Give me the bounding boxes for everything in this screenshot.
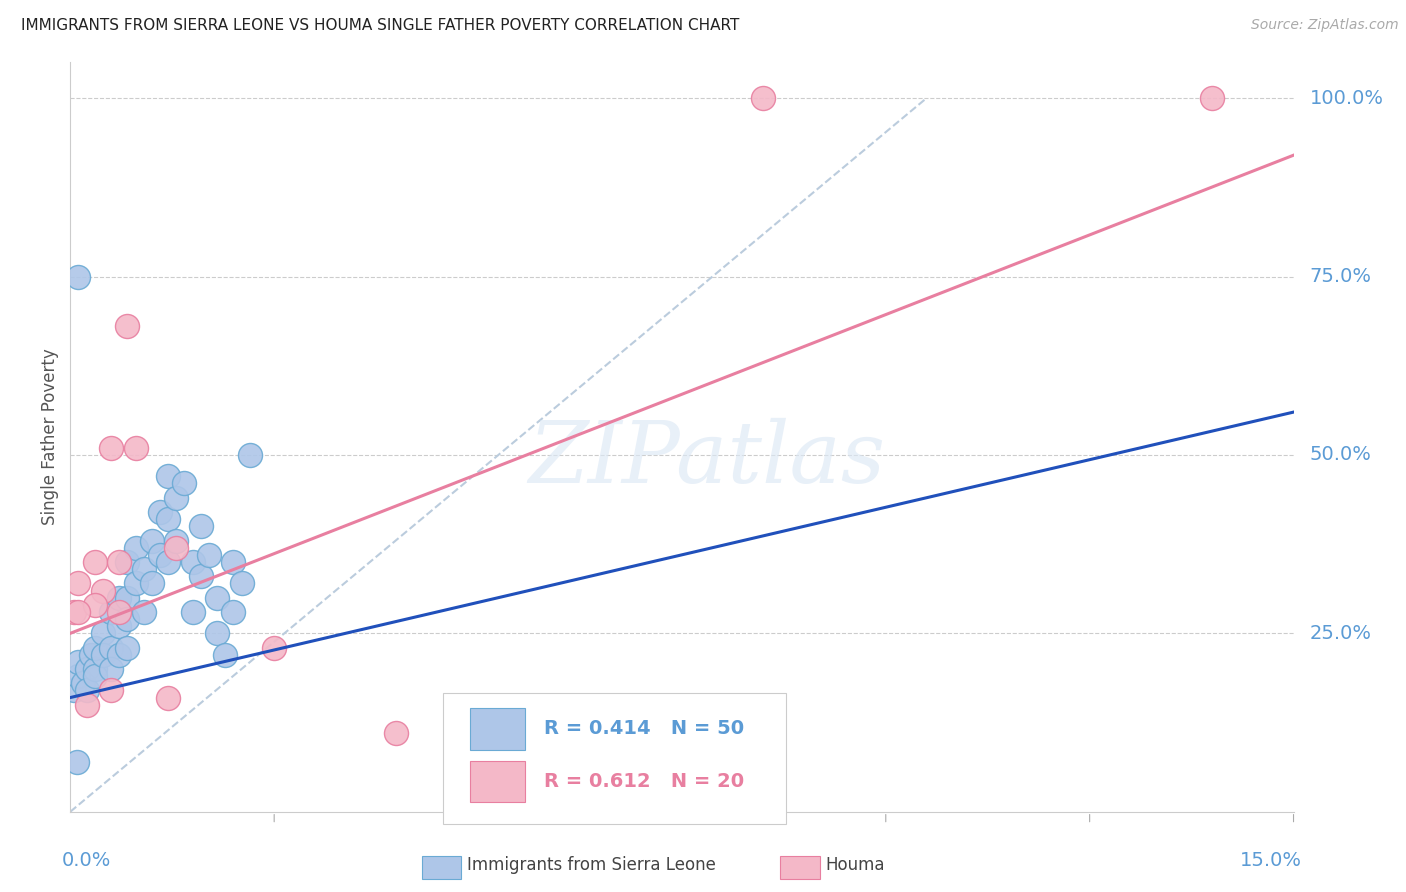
Point xyxy=(108,605,131,619)
Text: 0.0%: 0.0% xyxy=(62,851,111,870)
Point xyxy=(198,548,221,562)
Point xyxy=(205,626,228,640)
Point xyxy=(231,576,253,591)
Point xyxy=(108,648,131,662)
Point xyxy=(91,648,114,662)
Point xyxy=(108,619,131,633)
Point xyxy=(100,683,122,698)
Point xyxy=(76,683,98,698)
Point xyxy=(83,598,105,612)
Point xyxy=(181,605,204,619)
Text: Houma: Houma xyxy=(825,856,884,874)
Point xyxy=(181,555,204,569)
Point xyxy=(67,576,90,591)
Point xyxy=(165,491,187,505)
Point xyxy=(63,605,86,619)
Point xyxy=(190,569,212,583)
Point xyxy=(91,626,114,640)
Point xyxy=(83,669,105,683)
Point xyxy=(157,469,180,483)
Point xyxy=(100,640,122,655)
Point xyxy=(263,640,285,655)
Point xyxy=(79,648,103,662)
FancyBboxPatch shape xyxy=(443,693,786,824)
Point xyxy=(132,562,155,576)
Point xyxy=(76,662,98,676)
Point xyxy=(117,319,139,334)
Text: 50.0%: 50.0% xyxy=(1310,445,1372,465)
Point xyxy=(67,269,90,284)
Point xyxy=(157,512,180,526)
Point xyxy=(67,605,90,619)
Text: R = 0.414   N = 50: R = 0.414 N = 50 xyxy=(544,720,744,739)
Text: Immigrants from Sierra Leone: Immigrants from Sierra Leone xyxy=(467,856,716,874)
Point xyxy=(508,712,530,726)
Point xyxy=(222,605,245,619)
Point xyxy=(83,640,105,655)
Text: R = 0.612   N = 20: R = 0.612 N = 20 xyxy=(544,772,744,791)
Y-axis label: Single Father Poverty: Single Father Poverty xyxy=(41,349,59,525)
FancyBboxPatch shape xyxy=(470,761,526,802)
Point xyxy=(100,662,122,676)
Point xyxy=(385,726,408,740)
Point xyxy=(190,519,212,533)
Point xyxy=(124,541,146,555)
Point xyxy=(108,591,131,605)
Point xyxy=(83,555,105,569)
Text: ZIPatlas: ZIPatlas xyxy=(527,418,884,501)
Point xyxy=(117,612,139,626)
Point xyxy=(66,755,89,769)
Point xyxy=(76,698,98,712)
Point xyxy=(157,555,180,569)
Point xyxy=(100,605,122,619)
Point xyxy=(72,676,94,690)
Point xyxy=(117,591,139,605)
Point xyxy=(222,555,245,569)
Point xyxy=(239,448,262,462)
Point xyxy=(141,576,163,591)
Point xyxy=(1201,91,1223,105)
Point xyxy=(157,690,180,705)
Point xyxy=(173,476,195,491)
Point xyxy=(117,640,139,655)
Point xyxy=(149,548,172,562)
Point xyxy=(165,533,187,548)
Point xyxy=(67,669,90,683)
FancyBboxPatch shape xyxy=(470,708,526,749)
Point xyxy=(67,655,90,669)
Point xyxy=(83,662,105,676)
Point xyxy=(117,555,139,569)
Point xyxy=(100,441,122,455)
Point xyxy=(108,555,131,569)
Point xyxy=(124,441,146,455)
Text: 100.0%: 100.0% xyxy=(1310,88,1384,108)
Point xyxy=(63,683,86,698)
Point xyxy=(149,505,172,519)
Text: 25.0%: 25.0% xyxy=(1310,624,1372,643)
Point xyxy=(132,605,155,619)
Text: IMMIGRANTS FROM SIERRA LEONE VS HOUMA SINGLE FATHER POVERTY CORRELATION CHART: IMMIGRANTS FROM SIERRA LEONE VS HOUMA SI… xyxy=(21,18,740,33)
Point xyxy=(91,583,114,598)
Point xyxy=(141,533,163,548)
Point xyxy=(165,541,187,555)
Point xyxy=(124,576,146,591)
Text: 15.0%: 15.0% xyxy=(1240,851,1302,870)
Text: 75.0%: 75.0% xyxy=(1310,267,1372,286)
Point xyxy=(205,591,228,605)
Text: Source: ZipAtlas.com: Source: ZipAtlas.com xyxy=(1251,18,1399,32)
Point xyxy=(214,648,236,662)
Point xyxy=(752,91,775,105)
